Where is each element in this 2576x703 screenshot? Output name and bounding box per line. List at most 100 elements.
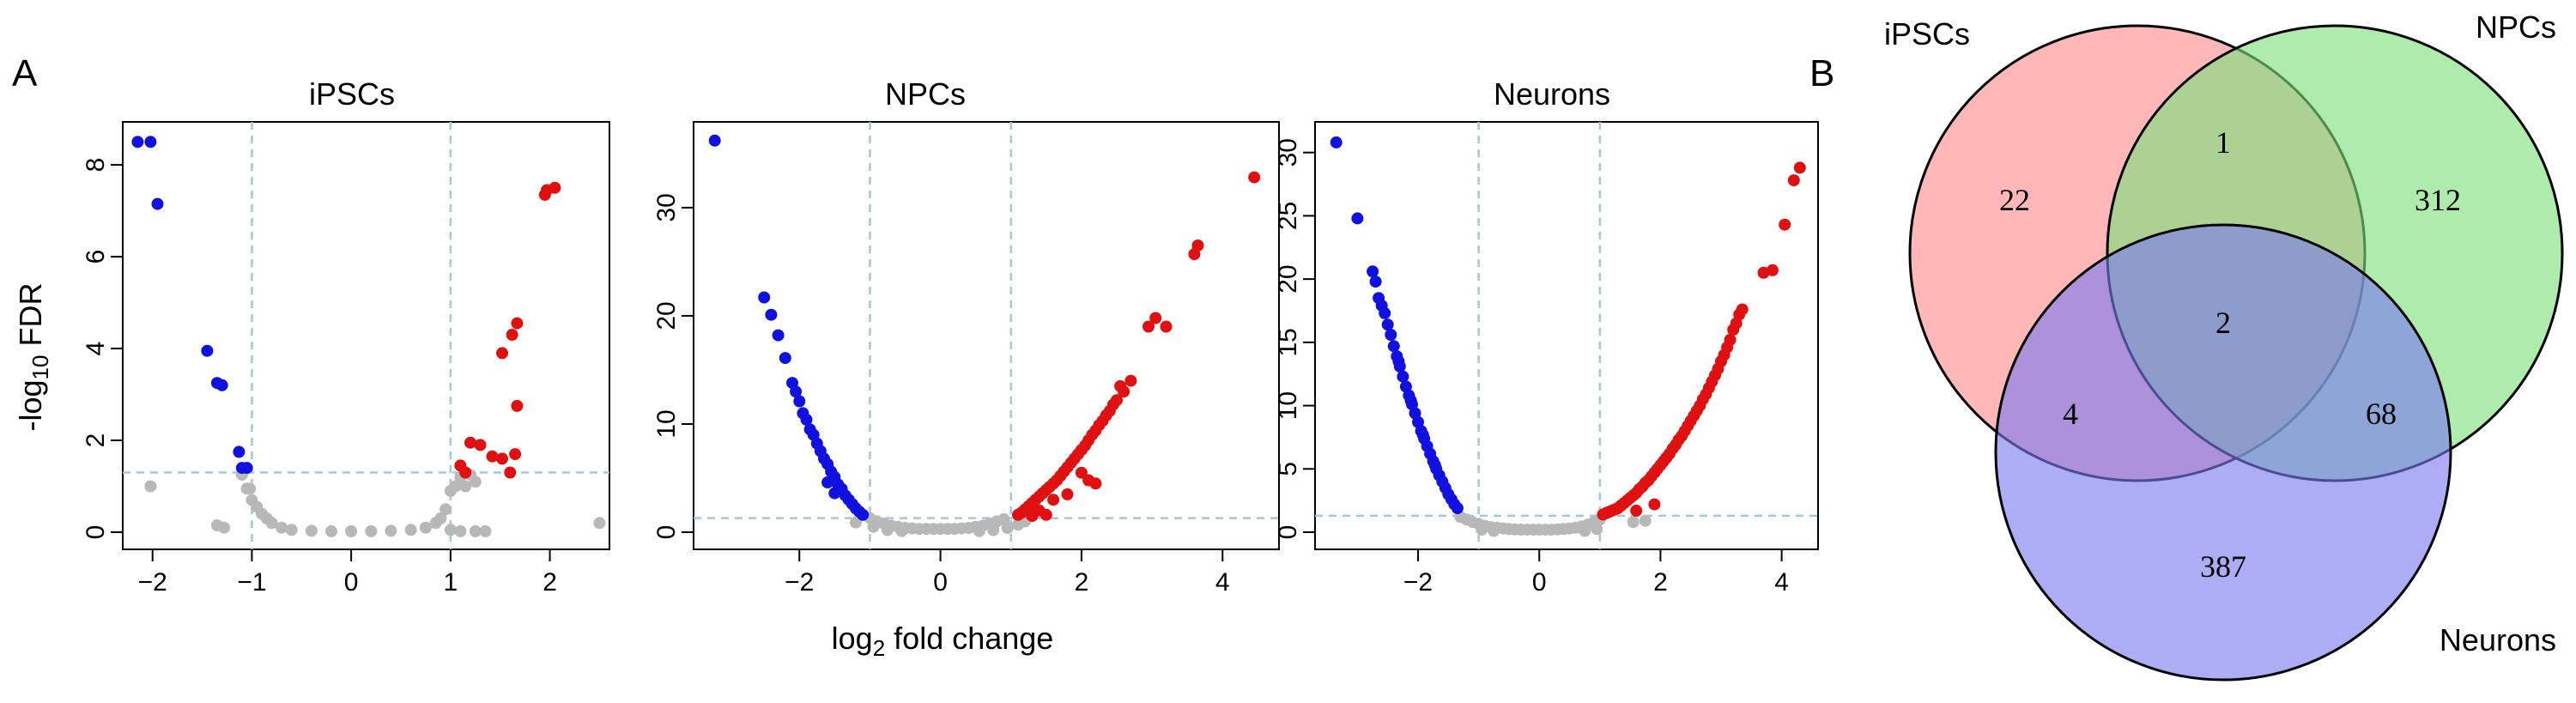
- plot-frame: [1314, 121, 1819, 550]
- y-tick-label: 2: [82, 433, 110, 448]
- data-point-ns: [987, 524, 1000, 536]
- plot-title: iPSCs: [309, 76, 395, 112]
- data-point-ns: [1476, 524, 1488, 536]
- data-point-down: [765, 308, 778, 321]
- data-point-ns: [144, 480, 157, 493]
- data-point-up: [1715, 355, 1727, 367]
- data-point-down: [1387, 340, 1400, 353]
- plot-area: [122, 121, 610, 550]
- data-point-ns: [325, 524, 337, 537]
- y-tick-label: 5: [1274, 462, 1302, 476]
- data-point-up: [1630, 504, 1643, 517]
- data-point-up: [1248, 171, 1261, 184]
- data-point-ns: [973, 524, 985, 537]
- venn-label-neurons: Neurons: [2440, 622, 2556, 658]
- data-point-up: [1058, 465, 1070, 478]
- data-point-down: [793, 395, 806, 408]
- data-point-up: [1684, 415, 1697, 427]
- data-point-ns: [439, 503, 452, 516]
- x-tick-label: −2: [1403, 568, 1433, 597]
- data-point-down: [1392, 355, 1405, 367]
- y-tick-label: 8: [82, 158, 110, 173]
- data-point-down: [1373, 292, 1385, 305]
- data-point-up: [509, 448, 522, 461]
- data-point-up: [506, 329, 518, 341]
- plot-area: [1314, 121, 1819, 550]
- plot-frame: [122, 121, 610, 550]
- data-point-up: [1696, 393, 1709, 406]
- data-point-ns: [345, 524, 358, 537]
- x-tick-label: 2: [1075, 568, 1089, 597]
- data-point-ns: [867, 520, 880, 533]
- data-point-up: [1143, 320, 1155, 333]
- data-point-up: [1666, 442, 1679, 455]
- data-point-down: [797, 407, 809, 420]
- data-point-ns: [1591, 523, 1603, 536]
- data-point-ns: [454, 524, 467, 537]
- data-point-down: [772, 329, 785, 342]
- data-point-up: [1079, 439, 1091, 452]
- data-point-ns: [444, 524, 457, 536]
- panel-label-b: B: [1809, 52, 1834, 94]
- data-point-down: [1451, 502, 1464, 514]
- data-point-up: [1721, 341, 1734, 354]
- data-point-ns: [459, 480, 472, 493]
- data-point-ns: [449, 480, 462, 493]
- venn-region-npcs-neurons: 68: [2366, 397, 2397, 431]
- data-point-down: [825, 465, 838, 478]
- data-point-down: [131, 136, 144, 148]
- data-point-up: [1026, 510, 1039, 523]
- data-point-up: [486, 450, 499, 463]
- data-point-up: [1015, 506, 1028, 519]
- data-point-down: [1404, 394, 1417, 407]
- data-point-ns: [285, 524, 298, 536]
- data-point-down: [758, 291, 771, 304]
- y-tick-label: 20: [652, 301, 681, 330]
- y-tick-label: 10: [1274, 391, 1302, 420]
- venn-label-npcs: NPCs: [2476, 9, 2556, 45]
- data-point-up: [1690, 404, 1703, 417]
- data-point-down: [790, 385, 803, 398]
- data-point-down: [839, 489, 852, 502]
- venn-region-ipscs-npcs: 1: [2215, 125, 2231, 160]
- axes: −2 0 2 4 0 5 10 15 20 25 30: [1274, 138, 1789, 597]
- x-tick-label: 4: [1774, 568, 1789, 597]
- data-point-down: [1385, 329, 1397, 341]
- data-point-down: [1381, 318, 1394, 331]
- data-point-ns: [882, 524, 894, 536]
- data-point-up: [459, 466, 472, 479]
- venn-region-neurons-only: 387: [2200, 549, 2246, 584]
- data-point-ns: [469, 476, 482, 488]
- data-point-up: [1100, 409, 1112, 421]
- data-point-ns: [469, 524, 482, 537]
- data-point-up: [1767, 264, 1779, 276]
- data-point-down: [779, 352, 791, 365]
- data-point-ns: [365, 524, 378, 537]
- data-point-up: [1757, 266, 1770, 279]
- data-point-up: [1648, 498, 1661, 511]
- x-tick-label: 2: [542, 568, 557, 597]
- data-point-ns: [404, 524, 417, 536]
- data-point-ns: [1488, 524, 1500, 537]
- y-tick-label: 0: [82, 525, 110, 540]
- data-point-down: [1351, 212, 1364, 225]
- data-point-up: [1106, 398, 1119, 411]
- x-tick-label: 0: [344, 568, 359, 597]
- data-point-up: [1075, 466, 1088, 479]
- data-point-down: [1416, 428, 1429, 441]
- data-point-down: [828, 487, 841, 500]
- data-point-up: [1733, 308, 1746, 321]
- data-points: [1330, 136, 1806, 537]
- plot-area: [693, 121, 1280, 550]
- data-point-ns: [593, 517, 606, 530]
- data-point-up: [511, 399, 524, 412]
- data-point-ns: [218, 521, 230, 534]
- data-point-ns: [1579, 524, 1591, 537]
- data-point-up: [511, 317, 524, 330]
- data-point-ns: [850, 516, 862, 529]
- data-point-up: [1787, 174, 1800, 187]
- data-point-down: [240, 462, 253, 475]
- data-point-up: [1793, 161, 1806, 174]
- data-point-down: [810, 437, 823, 450]
- data-point-up: [474, 439, 487, 451]
